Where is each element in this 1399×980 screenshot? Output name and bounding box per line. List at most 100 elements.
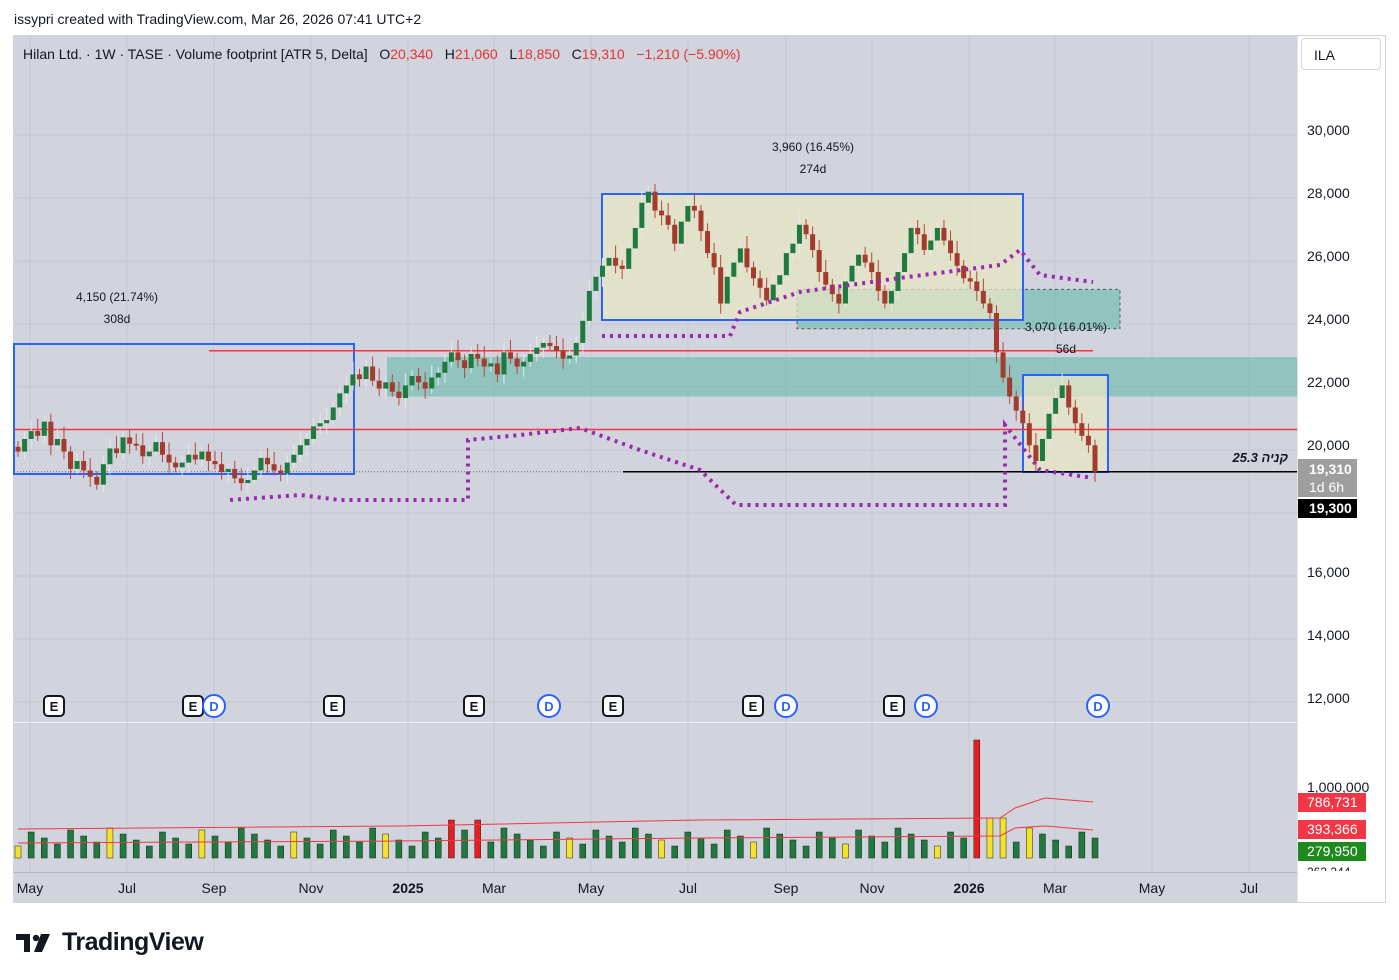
- candle-body: [521, 361, 527, 367]
- volume-bar: [513, 833, 521, 859]
- close-label: C: [571, 46, 582, 62]
- y-tick-label: 24,000: [1307, 311, 1350, 327]
- dividend-event-marker[interactable]: D: [914, 694, 938, 718]
- event-marker-label: E: [890, 699, 899, 714]
- candle-body: [468, 353, 474, 369]
- earnings-event-marker[interactable]: E: [323, 695, 345, 717]
- last-price-tag: [1298, 459, 1357, 497]
- currency-selector[interactable]: ILA: [1301, 38, 1381, 70]
- candle-body: [849, 265, 855, 282]
- candle-body: [61, 438, 67, 452]
- candle-body: [179, 462, 185, 468]
- candle-body: [284, 462, 290, 474]
- volume-bar: [671, 845, 678, 859]
- candle-body: [599, 265, 605, 277]
- candle-body: [199, 451, 205, 460]
- candle-body: [68, 451, 74, 469]
- dividend-event-marker[interactable]: D: [202, 694, 226, 718]
- volume-bars: [14, 739, 1099, 859]
- candle-body: [678, 221, 684, 244]
- candle-body: [645, 191, 651, 203]
- volume-bar: [763, 827, 770, 859]
- tradingview-logo-text: TradingView: [62, 928, 204, 956]
- earnings-event-marker[interactable]: E: [182, 695, 204, 717]
- x-tick-label: May: [1139, 880, 1165, 896]
- volume-bar: [487, 841, 495, 859]
- earnings-event-marker[interactable]: E: [602, 695, 624, 717]
- candle-body: [120, 437, 126, 454]
- volume-bar: [474, 819, 481, 859]
- candle-body: [691, 205, 697, 211]
- candle-body: [94, 476, 100, 485]
- candle-body: [902, 253, 908, 273]
- candle-body: [15, 446, 21, 452]
- volume-bar: [461, 829, 468, 859]
- tradingview-logo-icon: [16, 933, 50, 952]
- volume-bar: [93, 841, 101, 859]
- symbol-header[interactable]: Hilan Ltd. · 1W · TASE · Volume footprin…: [23, 46, 741, 62]
- candle-body: [626, 248, 632, 269]
- volume-bar: [645, 833, 652, 859]
- volume-bar: [632, 827, 639, 859]
- demand-zone: [387, 357, 1297, 397]
- volume-ma-high-value: 786,731: [1307, 794, 1358, 810]
- low-label: L: [509, 46, 518, 62]
- volume-ma-low-line: [17, 825, 1094, 844]
- candle-body: [882, 290, 888, 304]
- candle-body: [297, 445, 303, 455]
- candle-body: [1000, 352, 1006, 378]
- candle-body: [1013, 396, 1019, 411]
- volume-bar: [421, 831, 429, 859]
- pane-divider[interactable]: [14, 722, 1297, 723]
- volume-bar: [776, 833, 784, 859]
- candle-body: [619, 265, 625, 269]
- candle-body: [1059, 385, 1065, 399]
- candle-body: [1079, 423, 1085, 436]
- chart-labels: 4,150 (21.74%) 308d 3,960 (16.45%) 274d …: [76, 140, 1289, 465]
- candle-body: [100, 464, 106, 485]
- price-axis-tags: 19,310 1d 6h 19,300 786,731 393,366 279,…: [1298, 459, 1366, 871]
- candle-body: [87, 470, 93, 477]
- volume-bar: [815, 831, 823, 859]
- candle-body: [416, 375, 422, 383]
- candle-body: [1039, 438, 1045, 462]
- volume-bar: [540, 845, 547, 859]
- earnings-event-marker[interactable]: E: [463, 695, 485, 717]
- trailing-stop-dots: [229, 247, 1094, 507]
- dividend-event-marker[interactable]: D: [537, 694, 561, 718]
- earnings-event-marker[interactable]: E: [43, 695, 65, 717]
- candle-body: [974, 281, 980, 291]
- symbol-title[interactable]: Hilan Ltd. · 1W · TASE · Volume footprin…: [23, 46, 368, 62]
- candle-body: [711, 253, 717, 268]
- candle-body: [724, 276, 730, 304]
- earnings-event-marker[interactable]: E: [883, 695, 905, 717]
- trailing-stop-upper: [602, 247, 1094, 338]
- dividend-event-marker[interactable]: D: [1086, 694, 1110, 718]
- candle-body: [573, 342, 579, 356]
- candle-body: [212, 461, 218, 465]
- tradingview-logo[interactable]: TradingView: [16, 928, 204, 957]
- volume-bar: [1065, 845, 1072, 859]
- time-axis-divider: [14, 872, 1297, 873]
- volume-bar: [1026, 827, 1033, 859]
- candle-body: [888, 290, 894, 304]
- x-tick-label: Nov: [299, 880, 324, 896]
- event-marker-label: E: [189, 699, 198, 714]
- dividend-event-marker[interactable]: D: [774, 694, 798, 718]
- candle-body: [862, 254, 868, 263]
- event-marker-label: D: [544, 699, 553, 714]
- volume-bar: [802, 845, 810, 859]
- event-marker-label: E: [50, 699, 59, 714]
- candle-body: [153, 442, 159, 452]
- candle-body: [718, 267, 724, 304]
- candle-body: [993, 312, 999, 353]
- volume-bar: [999, 817, 1007, 859]
- candle-body: [356, 374, 362, 380]
- volume-ma-low-tag: [1298, 820, 1366, 839]
- earnings-event-marker[interactable]: E: [742, 695, 764, 717]
- axes: 30,000 28,000 26,000 24,000 22,000 20,00…: [17, 122, 1370, 896]
- candle-body: [540, 342, 546, 348]
- volume-bar: [14, 845, 22, 859]
